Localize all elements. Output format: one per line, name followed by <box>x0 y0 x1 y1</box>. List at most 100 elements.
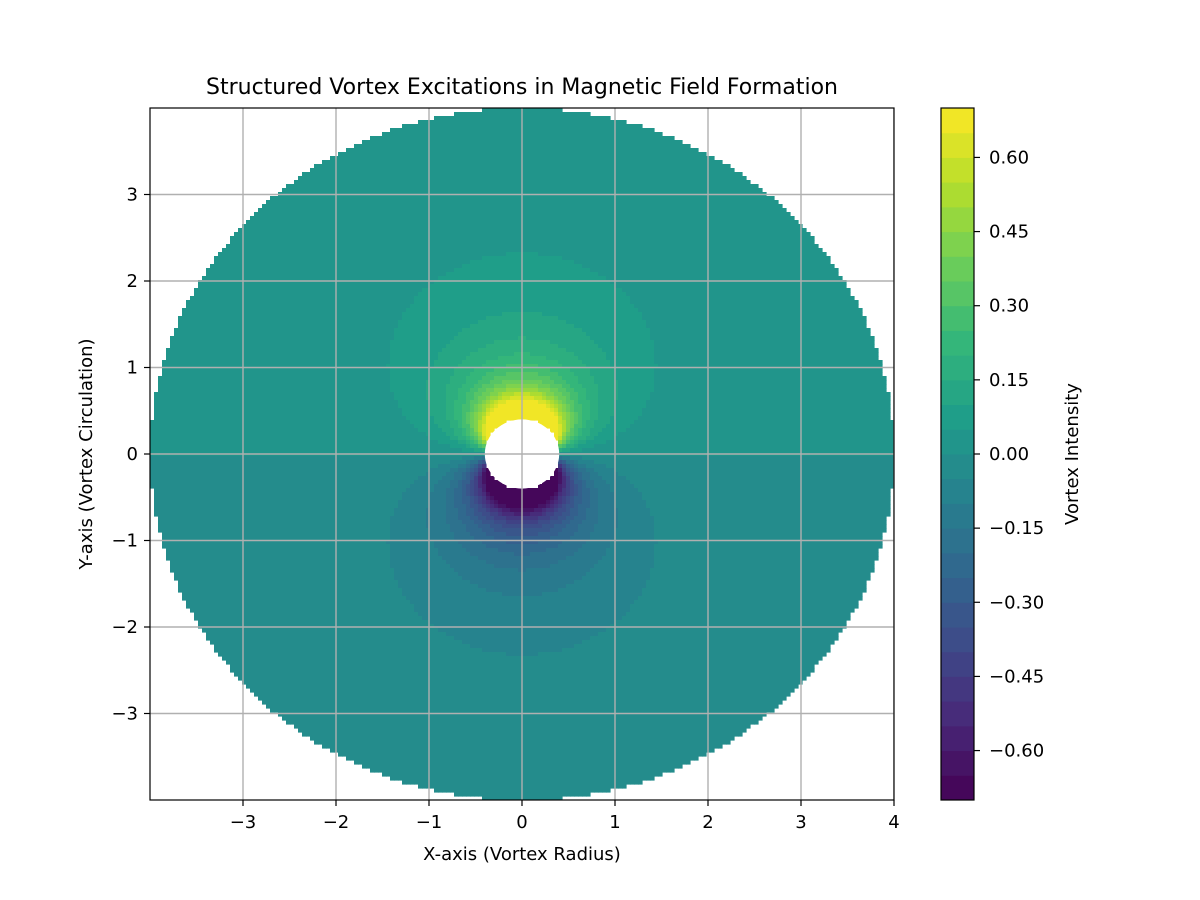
contour-cell <box>210 476 215 481</box>
contour-cell <box>278 636 283 641</box>
contour-cell <box>230 392 235 397</box>
contour-cell <box>302 516 307 521</box>
contour-cell <box>290 628 295 633</box>
contour-cell <box>258 436 263 441</box>
contour-cell <box>190 536 195 541</box>
contour-cell <box>206 372 211 377</box>
contour-cell <box>194 416 199 421</box>
contour-cell <box>290 384 295 389</box>
contour-cell <box>206 504 211 509</box>
contour-cell <box>226 584 231 589</box>
contour-cell <box>314 604 319 609</box>
contour-cell <box>314 284 319 289</box>
contour-cell <box>242 600 247 605</box>
contour-cell <box>326 432 331 437</box>
contour-cell <box>286 400 291 405</box>
contour-cell <box>246 404 251 409</box>
contour-cell <box>170 340 175 345</box>
contour-cell <box>302 376 307 381</box>
contour-cell <box>178 528 183 533</box>
contour-cell <box>302 592 307 597</box>
contour-cell <box>278 264 283 269</box>
contour-cell <box>282 464 287 469</box>
contour-cell <box>270 480 275 485</box>
contour-cell <box>258 660 263 665</box>
contour-cell <box>318 436 323 441</box>
contour-cell <box>322 328 327 333</box>
contour-cell <box>302 256 307 261</box>
contour-cell <box>302 552 307 557</box>
contour-cell <box>298 176 303 181</box>
contour-cell <box>318 600 323 605</box>
contour-cell <box>246 652 251 657</box>
contour-cell <box>298 532 303 537</box>
contour-cell <box>274 332 279 337</box>
contour-cell <box>270 612 275 617</box>
contour-cell <box>246 636 251 641</box>
contour-cell <box>322 592 327 597</box>
contour-cell <box>294 396 299 401</box>
contour-cell <box>278 328 283 333</box>
contour-cell <box>254 680 259 685</box>
contour-cell <box>294 680 299 685</box>
contour-cell <box>226 580 231 585</box>
contour-cell <box>294 716 299 721</box>
contour-cell <box>330 240 335 245</box>
contour-cell <box>170 372 175 377</box>
contour-cell <box>258 240 263 245</box>
contour-cell <box>178 560 183 565</box>
contour-cell <box>314 580 319 585</box>
contour-cell <box>298 464 303 469</box>
contour-cell <box>234 628 239 633</box>
contour-cell <box>214 612 219 617</box>
contour-cell <box>226 256 231 261</box>
contour-cell <box>158 520 163 525</box>
contour-cell <box>222 436 227 441</box>
contour-cell <box>178 464 183 469</box>
contour-cell <box>298 552 303 557</box>
contour-cell <box>194 348 199 353</box>
contour-cell <box>330 332 335 337</box>
contour-cell <box>194 336 199 341</box>
contour-cell <box>294 472 299 477</box>
contour-cell <box>254 216 259 221</box>
contour-cell <box>278 596 283 601</box>
contour-cell <box>230 412 235 417</box>
contour-cell <box>290 204 295 209</box>
contour-cell <box>230 376 235 381</box>
contour-cell <box>322 380 327 385</box>
contour-cell <box>294 572 299 577</box>
contour-cell <box>178 572 183 577</box>
contour-cell <box>262 340 267 345</box>
contour-cell <box>234 540 239 545</box>
contour-cell <box>322 284 327 289</box>
contour-cell <box>266 328 271 333</box>
contour-cell <box>294 256 299 261</box>
contour-cell <box>322 676 327 681</box>
contour-cell <box>242 604 247 609</box>
contour-cell <box>306 664 311 669</box>
contour-cell <box>298 372 303 377</box>
contour-cell <box>178 480 183 485</box>
contour-cell <box>274 244 279 249</box>
contour-cell <box>326 600 331 605</box>
contour-cell <box>246 372 251 377</box>
contour-cell <box>250 520 255 525</box>
contour-cell <box>314 628 319 633</box>
contour-cell <box>194 324 199 329</box>
contour-cell <box>222 596 227 601</box>
contour-cell <box>290 524 295 529</box>
contour-cell <box>258 692 263 697</box>
contour-cell <box>182 552 187 557</box>
contour-cell <box>290 620 295 625</box>
contour-cell <box>290 496 295 501</box>
contour-cell <box>182 536 187 541</box>
contour-cell <box>258 508 263 513</box>
contour-cell <box>274 604 279 609</box>
contour-cell <box>214 508 219 513</box>
contour-cell <box>170 540 175 545</box>
contour-cell <box>310 428 315 433</box>
contour-cell <box>210 368 215 373</box>
contour-cell <box>242 372 247 377</box>
contour-cell <box>286 588 291 593</box>
